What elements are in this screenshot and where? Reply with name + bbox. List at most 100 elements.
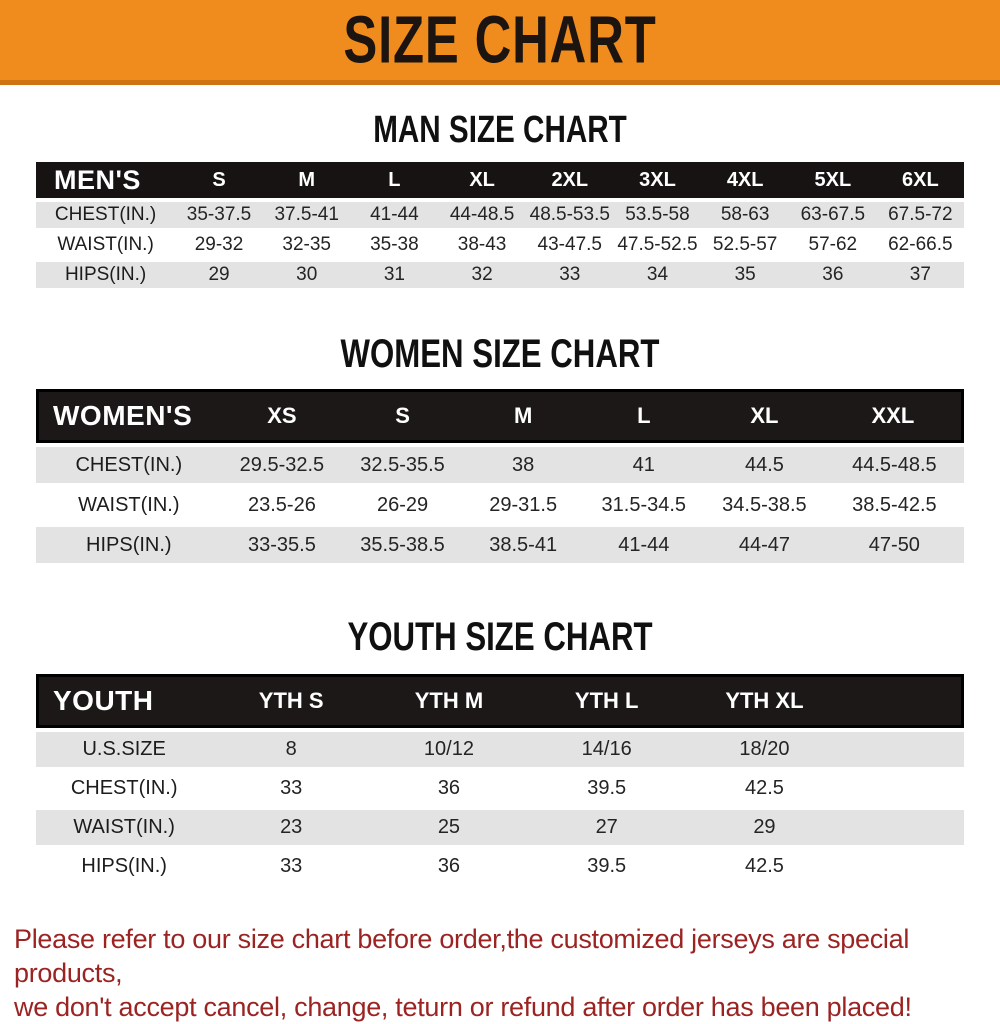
banner: SIZE CHART	[0, 0, 1000, 85]
row-label: WAIST(IN.)	[36, 810, 213, 845]
man-size-section: MAN SIZE CHART MEN'S S M L XL 2XL 3XL 4X…	[0, 109, 1000, 292]
size-value-cell: 32	[438, 262, 526, 288]
size-value-cell: 42.5	[685, 849, 844, 884]
size-column-header: 4XL	[701, 162, 789, 198]
men-waist-row: WAIST(IN.) 29-32 32-35 35-38 38-43 43-47…	[36, 232, 964, 258]
size-column-header: XL	[438, 162, 526, 198]
size-value-cell: 32.5-35.5	[342, 447, 463, 483]
size-value-cell: 23.5-26	[221, 487, 343, 523]
size-value-cell: 36	[370, 771, 528, 806]
men-table-label: MEN'S	[36, 162, 176, 198]
size-column-header: 2XL	[525, 162, 614, 198]
size-value-cell: 58-63	[701, 202, 789, 228]
size-column-header: 3XL	[613, 162, 702, 198]
men-chest-row: CHEST(IN.) 35-37.5 37.5-41 41-44 44-48.5…	[36, 202, 964, 228]
size-value-cell: 33	[212, 849, 371, 884]
size-column-header: YTH L	[527, 674, 686, 728]
size-value-cell: 57-62	[789, 232, 877, 258]
size-value-cell: 39.5	[527, 849, 686, 884]
size-value-cell: 44-47	[704, 527, 825, 563]
size-value-cell: 14/16	[527, 732, 686, 767]
women-waist-row: WAIST(IN.) 23.5-26 26-29 29-31.5 31.5-34…	[36, 487, 964, 523]
size-value-cell: 29	[175, 262, 263, 288]
youth-waist-row: WAIST(IN.) 23 25 27 29	[36, 810, 964, 845]
row-label: HIPS(IN.)	[36, 849, 213, 884]
banner-title: SIZE CHART	[343, 2, 657, 78]
size-value-cell: 27	[527, 810, 686, 845]
man-size-title: MAN SIZE CHART	[373, 109, 627, 151]
size-value-cell: 35.5-38.5	[342, 527, 463, 563]
row-label: HIPS(IN.)	[36, 262, 176, 288]
size-column-header: XS	[221, 389, 343, 443]
size-column-header: 6XL	[876, 162, 964, 198]
women-table-label: WOMEN'S	[36, 389, 222, 443]
order-notice: Please refer to our size chart before or…	[0, 922, 1000, 1024]
size-value-cell: 29.5-32.5	[221, 447, 343, 483]
size-value-cell: 42.5	[685, 771, 844, 806]
size-column-header: YTH S	[212, 674, 371, 728]
row-label: CHEST(IN.)	[36, 447, 222, 483]
row-label: CHEST(IN.)	[36, 202, 176, 228]
size-value-cell: 47.5-52.5	[613, 232, 702, 258]
size-column-header: XL	[704, 389, 825, 443]
women-hips-row: HIPS(IN.) 33-35.5 35.5-38.5 38.5-41 41-4…	[36, 527, 964, 563]
order-notice-line-1: Please refer to our size chart before or…	[14, 924, 910, 988]
size-value-cell: 62-66.5	[876, 232, 964, 258]
row-label: HIPS(IN.)	[36, 527, 222, 563]
size-value-cell: 38.5-42.5	[824, 487, 964, 523]
youth-table-header-row: YOUTH YTH S YTH M YTH L YTH XL	[36, 674, 964, 728]
size-column-header: XXL	[824, 389, 964, 443]
size-value-cell: 29	[685, 810, 844, 845]
youth-hips-row: HIPS(IN.) 33 36 39.5 42.5	[36, 849, 964, 884]
youth-size-section: YOUTH SIZE CHART YOUTH YTH S YTH M YTH L…	[0, 615, 1000, 888]
size-column-header: L	[350, 162, 439, 198]
size-value-cell: 33	[525, 262, 614, 288]
size-value-cell: 8	[212, 732, 371, 767]
size-value-cell: 31.5-34.5	[583, 487, 705, 523]
size-column-header: S	[342, 389, 463, 443]
size-value-cell: 33	[212, 771, 371, 806]
row-label: U.S.SIZE	[36, 732, 213, 767]
row-filler-cell	[843, 849, 964, 884]
size-value-cell: 26-29	[342, 487, 463, 523]
size-value-cell: 29-32	[175, 232, 263, 258]
size-column-header: 5XL	[789, 162, 877, 198]
size-value-cell: 37	[876, 262, 964, 288]
size-column-header: M	[462, 389, 584, 443]
size-value-cell: 23	[212, 810, 371, 845]
size-value-cell: 31	[350, 262, 439, 288]
row-filler-cell	[843, 771, 964, 806]
size-value-cell: 36	[370, 849, 528, 884]
youth-size-table: YOUTH YTH S YTH M YTH L YTH XL U.S.SIZE …	[36, 670, 964, 888]
size-value-cell: 35-38	[350, 232, 439, 258]
order-notice-line-2: we don't accept cancel, change, teturn o…	[14, 992, 912, 1022]
row-label: CHEST(IN.)	[36, 771, 213, 806]
size-value-cell: 25	[370, 810, 528, 845]
women-table-header-row: WOMEN'S XS S M L XL XXL	[36, 389, 964, 443]
size-value-cell: 38.5-41	[462, 527, 584, 563]
men-table-header-row: MEN'S S M L XL 2XL 3XL 4XL 5XL 6XL	[36, 162, 964, 198]
size-value-cell: 35-37.5	[175, 202, 263, 228]
size-value-cell: 34	[613, 262, 702, 288]
row-filler-cell	[843, 810, 964, 845]
size-value-cell: 43-47.5	[525, 232, 614, 258]
size-value-cell: 39.5	[527, 771, 686, 806]
size-value-cell: 47-50	[824, 527, 964, 563]
row-filler-cell	[843, 732, 964, 767]
size-value-cell: 18/20	[685, 732, 844, 767]
youth-ussize-row: U.S.SIZE 8 10/12 14/16 18/20	[36, 732, 964, 767]
size-column-header: S	[175, 162, 263, 198]
row-label: WAIST(IN.)	[36, 232, 176, 258]
size-value-cell: 41-44	[350, 202, 439, 228]
women-size-table: WOMEN'S XS S M L XL XXL CHEST(IN.) 29.5-…	[36, 385, 964, 567]
size-value-cell: 36	[789, 262, 877, 288]
size-value-cell: 35	[701, 262, 789, 288]
size-value-cell: 41	[583, 447, 705, 483]
youth-size-title: YOUTH SIZE CHART	[347, 615, 653, 659]
size-column-header: YTH XL	[685, 674, 844, 728]
men-size-table: MEN'S S M L XL 2XL 3XL 4XL 5XL 6XL CHEST…	[36, 158, 964, 292]
header-filler-cell	[843, 674, 964, 728]
size-column-header: YTH M	[370, 674, 528, 728]
row-label: WAIST(IN.)	[36, 487, 222, 523]
